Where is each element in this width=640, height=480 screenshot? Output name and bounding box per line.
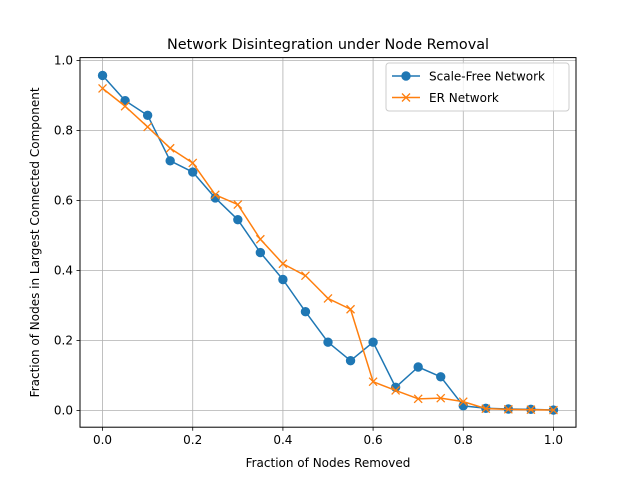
data-point bbox=[142, 110, 153, 121]
y-tick-label: 0.2 bbox=[54, 334, 73, 348]
plot-series bbox=[97, 70, 559, 415]
y-tick-label: 1.0 bbox=[54, 54, 73, 68]
data-point bbox=[255, 247, 266, 258]
legend-label: ER Network bbox=[429, 91, 499, 105]
x-tick-label: 1.0 bbox=[544, 433, 563, 447]
data-point bbox=[98, 83, 108, 93]
data-point bbox=[436, 372, 446, 382]
data-point bbox=[97, 70, 108, 81]
data-point bbox=[548, 405, 558, 415]
y-axis-label: Fraction of Nodes in Largest Connected C… bbox=[28, 87, 42, 397]
data-point bbox=[323, 293, 333, 303]
y-tick-label: 0.6 bbox=[54, 194, 73, 208]
data-point bbox=[165, 156, 175, 166]
data-point bbox=[120, 95, 130, 106]
data-point bbox=[413, 362, 423, 372]
y-tick-label: 0.8 bbox=[54, 124, 73, 138]
data-point bbox=[278, 259, 288, 269]
y-tick-label: 0.0 bbox=[54, 404, 73, 418]
data-point bbox=[300, 307, 311, 317]
data-point bbox=[120, 101, 130, 111]
axes-frame bbox=[79, 57, 577, 428]
data-point bbox=[233, 200, 243, 210]
data-point bbox=[278, 274, 288, 285]
data-point bbox=[300, 271, 310, 281]
data-point bbox=[188, 167, 198, 177]
x-tick-label: 0.6 bbox=[364, 433, 383, 447]
data-point bbox=[188, 158, 198, 168]
data-point bbox=[526, 405, 536, 415]
legend-entry: ER Network bbox=[392, 91, 499, 105]
x-axis-label: Fraction of Nodes Removed bbox=[246, 456, 411, 470]
data-point bbox=[368, 337, 378, 347]
data-point bbox=[458, 397, 468, 407]
legend-entry: Scale-Free Network bbox=[392, 69, 545, 83]
data-point bbox=[368, 377, 378, 387]
data-point bbox=[323, 337, 333, 347]
legend: Scale-Free Network ER Network bbox=[385, 62, 570, 112]
data-point bbox=[233, 214, 243, 225]
data-point bbox=[346, 304, 356, 314]
data-point bbox=[210, 190, 220, 200]
data-point bbox=[165, 143, 175, 153]
data-point bbox=[143, 122, 153, 132]
data-point bbox=[503, 404, 513, 414]
data-point bbox=[391, 385, 401, 395]
data-point bbox=[255, 234, 265, 244]
x-tick-label: 0.2 bbox=[183, 433, 202, 447]
legend-marker bbox=[401, 93, 411, 102]
legend-marker bbox=[401, 71, 411, 81]
x-tick-label: 0.8 bbox=[454, 433, 473, 447]
data-point bbox=[436, 393, 446, 403]
legend-box bbox=[385, 62, 570, 112]
legend-label: Scale-Free Network bbox=[429, 69, 545, 83]
data-point bbox=[481, 404, 491, 414]
axis-ticks: 0.0 0.2 0.4 0.6 0.8 1.0 0.0 0.2 0.4 0.6 0.8 1.0 bbox=[54, 54, 563, 448]
grid bbox=[80, 57, 576, 428]
chart-title: Network Disintegration under Node Remova… bbox=[167, 37, 489, 53]
y-tick-label: 0.4 bbox=[54, 264, 73, 278]
data-point bbox=[413, 394, 423, 404]
data-point bbox=[345, 356, 356, 366]
series-1 bbox=[98, 83, 558, 415]
x-tick-label: 0.0 bbox=[93, 433, 112, 447]
x-tick-label: 0.4 bbox=[273, 433, 292, 447]
